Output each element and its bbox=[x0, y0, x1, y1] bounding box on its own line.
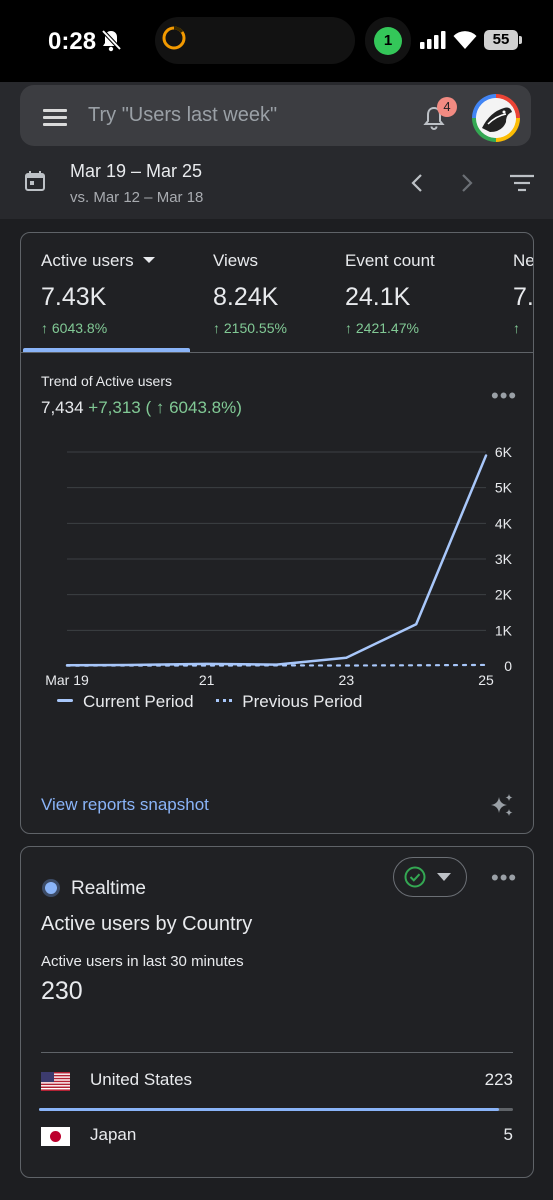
realtime-card: Realtime ••• Active users by Country Act… bbox=[20, 846, 534, 1178]
y-tick-label: 4K bbox=[495, 515, 513, 531]
metric-tab-active-users[interactable]: Active users 7.43K ↑ 6043.8% bbox=[41, 251, 155, 336]
y-tick-label: 3K bbox=[495, 551, 513, 567]
us-flag-icon bbox=[41, 1072, 70, 1091]
compare-range-label: vs. Mar 12 – Mar 18 bbox=[70, 189, 204, 206]
dropdown-caret-icon[interactable] bbox=[142, 257, 155, 263]
trend-value: 7,434 bbox=[41, 398, 84, 417]
chevron-right-icon[interactable] bbox=[459, 173, 475, 193]
view-reports-snapshot-link[interactable]: View reports snapshot bbox=[41, 795, 209, 814]
metric-change: ↑ 2150.55% bbox=[213, 320, 287, 336]
country-share-bar bbox=[39, 1108, 513, 1111]
metric-label: Views bbox=[213, 251, 259, 270]
trend-delta: +7,313 ( ↑ 6043.8%) bbox=[88, 398, 242, 417]
x-tick-label: Mar 19 bbox=[45, 672, 89, 688]
metric-value: 7.43K bbox=[41, 283, 107, 311]
realtime-divider bbox=[41, 1052, 513, 1053]
hamburger-menu-icon[interactable] bbox=[43, 109, 67, 126]
wifi-icon bbox=[453, 31, 477, 49]
dynamic-island bbox=[155, 17, 355, 64]
selected-tab-indicator bbox=[23, 348, 190, 352]
series-line-current bbox=[65, 454, 488, 667]
y-tick-label: 0 bbox=[504, 658, 512, 674]
account-avatar[interactable] bbox=[472, 94, 520, 142]
trend-chart: 0 1K 2K 3K 4K 5K 6K Mar 19 21 23 25 bbox=[45, 444, 513, 688]
chart-legend: Current Period Previous Period bbox=[57, 692, 380, 712]
legend-label: Current Period bbox=[83, 692, 194, 711]
tab-divider bbox=[21, 352, 533, 353]
search-bar[interactable]: Try "Users last week" 4 bbox=[20, 85, 531, 146]
realtime-label: Realtime bbox=[71, 878, 146, 899]
legend-dotted-swatch bbox=[216, 699, 233, 702]
trend-summary: 7,434 +7,313 ( ↑ 6043.8%) bbox=[41, 398, 242, 418]
series-line-previous bbox=[65, 663, 488, 667]
metrics-card: Active users 7.43K ↑ 6043.8% Views 8.24K… bbox=[20, 232, 534, 834]
y-tick-label: 6K bbox=[495, 444, 513, 460]
country-row-japan[interactable]: Japan 5 bbox=[41, 1123, 513, 1153]
country-name: United States bbox=[90, 1070, 193, 1089]
realtime-live-dot bbox=[45, 882, 57, 894]
calendar-icon[interactable] bbox=[24, 170, 46, 192]
check-circle-icon bbox=[404, 866, 426, 888]
metric-tab-event-count[interactable]: Event count 24.1K ↑ 2421.47% bbox=[345, 251, 435, 336]
app-header: Try "Users last week" 4 Mar 19 – Mar 25 … bbox=[0, 82, 553, 219]
metric-tab-views[interactable]: Views 8.24K ↑ 2150.55% bbox=[213, 251, 287, 336]
cellular-signal-icon bbox=[420, 31, 446, 49]
country-share-bar-fill bbox=[39, 1108, 499, 1111]
metric-label: Active users bbox=[41, 251, 134, 270]
search-input[interactable]: Try "Users last week" bbox=[88, 104, 278, 126]
x-tick-label: 23 bbox=[339, 672, 355, 688]
x-tick-label: 25 bbox=[478, 672, 494, 688]
realtime-subtitle: Active users in last 30 minutes bbox=[41, 953, 244, 970]
filter-icon[interactable] bbox=[510, 174, 534, 192]
avatar-image bbox=[476, 98, 516, 138]
call-indicator[interactable]: 1 bbox=[374, 27, 402, 55]
date-range-label[interactable]: Mar 19 – Mar 25 bbox=[70, 161, 203, 181]
metric-value: 8.24K bbox=[213, 283, 279, 311]
notification-count-badge: 4 bbox=[437, 97, 457, 117]
sparkle-icon[interactable] bbox=[489, 793, 515, 819]
country-count: 223 bbox=[484, 1070, 513, 1089]
metric-label: Event count bbox=[345, 251, 435, 270]
y-tick-label: 5K bbox=[495, 480, 513, 496]
metric-label: Ne bbox=[513, 251, 534, 270]
metric-value: 7. bbox=[513, 283, 534, 311]
more-options-icon[interactable]: ••• bbox=[491, 383, 518, 408]
metric-change: ↑ bbox=[513, 320, 520, 336]
battery-indicator: 55 bbox=[484, 30, 518, 50]
dropdown-arrow-icon bbox=[437, 873, 451, 881]
realtime-value: 230 bbox=[41, 977, 83, 1005]
y-tick-label: 1K bbox=[495, 622, 513, 638]
data-status-dropdown[interactable] bbox=[393, 857, 467, 897]
trend-title: Trend of Active users bbox=[41, 373, 172, 389]
legend-item-current: Current Period bbox=[57, 692, 194, 712]
legend-label: Previous Period bbox=[242, 692, 363, 711]
status-bar: 0:28 1 55 bbox=[0, 0, 553, 82]
metric-change: ↑ 6043.8% bbox=[41, 320, 108, 336]
chevron-left-icon[interactable] bbox=[409, 173, 425, 193]
activity-ring-icon bbox=[162, 26, 186, 50]
realtime-title: Active users by Country bbox=[41, 913, 253, 935]
status-time: 0:28 bbox=[48, 28, 97, 55]
battery-tip bbox=[519, 36, 522, 44]
country-count: 5 bbox=[503, 1125, 513, 1144]
metric-value: 24.1K bbox=[345, 283, 411, 311]
legend-item-previous: Previous Period bbox=[216, 692, 362, 712]
x-tick-label: 21 bbox=[199, 672, 215, 688]
japan-flag-icon bbox=[41, 1127, 70, 1146]
metric-change: ↑ 2421.47% bbox=[345, 320, 419, 336]
country-row-united-states[interactable]: United States 223 bbox=[41, 1068, 513, 1098]
legend-solid-swatch bbox=[57, 699, 73, 702]
metric-tab-new-users[interactable]: Ne 7. ↑ bbox=[513, 251, 534, 336]
bell-off-icon bbox=[101, 29, 122, 52]
country-name: Japan bbox=[90, 1125, 137, 1144]
more-options-icon[interactable]: ••• bbox=[491, 865, 518, 890]
y-tick-label: 2K bbox=[495, 587, 513, 603]
